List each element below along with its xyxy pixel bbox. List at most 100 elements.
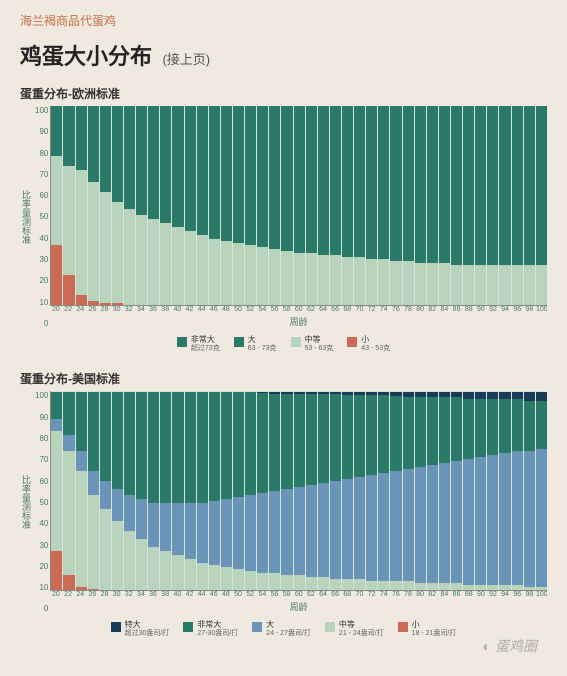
bar-segment: [306, 485, 317, 577]
bar: [427, 106, 438, 305]
bar: [378, 106, 389, 305]
bar-segment: [257, 393, 268, 493]
bar-segment: [185, 503, 196, 559]
bar-segment: [512, 392, 523, 400]
bar-segment: [330, 481, 341, 579]
bar-segment: [524, 401, 535, 451]
bar-segment: [136, 130, 147, 216]
bar-segment: [487, 585, 498, 591]
bar-segment: [536, 392, 547, 402]
bar-segment: [209, 392, 220, 501]
bar-segment: [390, 261, 401, 305]
bar: [475, 106, 486, 305]
bar-segment: [294, 394, 305, 488]
bar-segment: [148, 503, 159, 547]
bar: [354, 391, 365, 590]
legend-item: 大24 - 27盎司/打: [252, 621, 311, 637]
chart-us-subtitle: 蛋重分布-美国标准: [20, 370, 547, 387]
bar-segment: [160, 106, 171, 138]
chart-eu-subtitle: 蛋重分布-欧洲标准: [20, 85, 547, 102]
bar-segment: [51, 245, 62, 305]
bar-segment: [403, 469, 414, 580]
bar-segment: [124, 531, 135, 591]
bar-segment: [451, 265, 462, 305]
bar-segment: [197, 563, 208, 591]
bar-segment: [342, 579, 353, 591]
bar-segment: [281, 164, 292, 252]
bar-segment: [499, 453, 510, 584]
bar: [330, 391, 341, 590]
bar: [172, 391, 183, 590]
bar-segment: [76, 587, 87, 591]
bar-segment: [51, 551, 62, 591]
bar-segment: [306, 577, 317, 591]
bar-segment: [160, 392, 171, 503]
bar: [257, 391, 268, 590]
bar-segment: [487, 106, 498, 186]
bar-segment: [330, 579, 341, 591]
bar-segment: [487, 392, 498, 400]
y-axis-label: 比率量测标准: [20, 106, 35, 328]
bar-segment: [148, 219, 159, 305]
bar-segment: [306, 253, 317, 305]
legend-swatch: [234, 337, 244, 347]
bar-segment: [233, 243, 244, 305]
bar: [100, 391, 111, 590]
legend-swatch: [291, 337, 301, 347]
bar-segment: [209, 501, 220, 565]
bar-segment: [475, 106, 486, 184]
bar-segment: [209, 152, 220, 240]
bar-segment: [88, 589, 99, 591]
bar-segment: [88, 471, 99, 495]
bar-segment: [499, 265, 510, 305]
bar-segment: [403, 261, 414, 305]
bar-segment: [245, 106, 256, 158]
bar: [257, 106, 268, 305]
bar-segment: [269, 249, 280, 305]
bar: [318, 391, 329, 590]
bar-segment: [185, 146, 196, 232]
bar: [342, 391, 353, 590]
bar-segment: [463, 459, 474, 584]
bar: [318, 106, 329, 305]
bar: [269, 391, 280, 590]
bar: [403, 391, 414, 590]
bar-segment: [221, 499, 232, 567]
bar-segment: [51, 110, 62, 156]
bar: [281, 391, 292, 590]
bar-segment: [245, 571, 256, 591]
bar-segment: [378, 581, 389, 591]
bar-segment: [415, 178, 426, 264]
bar: [209, 106, 220, 305]
bar-segment: [294, 575, 305, 591]
bar-segment: [475, 184, 486, 266]
bar: [148, 391, 159, 590]
bar-segment: [366, 395, 377, 475]
legend-swatch: [183, 622, 193, 632]
bar-segment: [499, 399, 510, 453]
bar: [463, 391, 474, 590]
bar: [366, 391, 377, 590]
bar-segment: [318, 394, 329, 484]
bar-segment: [512, 399, 523, 451]
bar-segment: [366, 259, 377, 305]
bar: [124, 391, 135, 590]
bar-segment: [451, 461, 462, 582]
bar: [536, 106, 547, 305]
bar-segment: [51, 419, 62, 431]
bar-segment: [172, 106, 183, 142]
bar-segment: [512, 186, 523, 266]
bar-segment: [330, 106, 341, 172]
bar-segment: [281, 575, 292, 591]
bar-segment: [233, 392, 244, 497]
bar-segment: [112, 392, 123, 490]
bar-segment: [100, 509, 111, 591]
bar-segment: [269, 162, 280, 250]
legend-item: 中等53 - 63克: [291, 336, 334, 352]
bar: [439, 106, 450, 305]
bar-segment: [354, 579, 365, 591]
bar-segment: [512, 585, 523, 591]
bar-segment: [88, 301, 99, 305]
bar-segment: [306, 168, 317, 254]
page-title: 鸡蛋大小分布: [20, 44, 152, 69]
